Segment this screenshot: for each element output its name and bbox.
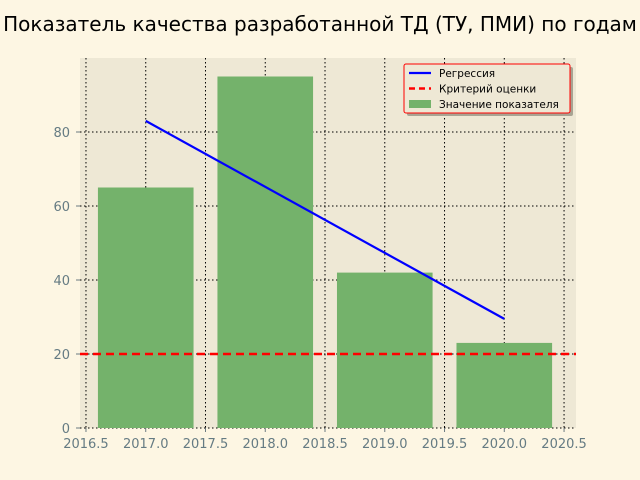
- y-tick-label: 60: [53, 200, 70, 215]
- y-tick-label: 20: [53, 348, 70, 363]
- chart-title: Показатель качества разработанной ТД (ТУ…: [3, 12, 637, 36]
- y-tick-label: 80: [53, 126, 70, 141]
- x-tick-label: 2017.5: [183, 437, 229, 452]
- x-tick-label: 2018.5: [302, 437, 348, 452]
- x-tick-label: 2019.0: [362, 437, 408, 452]
- x-tick-label: 2016.5: [63, 437, 109, 452]
- x-tick-label: 2018.0: [243, 437, 289, 452]
- x-tick-label: 2017.0: [123, 437, 169, 452]
- x-tick-label: 2020.0: [482, 437, 528, 452]
- bar: [98, 188, 194, 429]
- legend-label: Критерий оценки: [439, 84, 536, 96]
- x-tick-label: 2020.5: [541, 437, 587, 452]
- legend-label: Регрессия: [439, 68, 495, 80]
- bar: [337, 273, 433, 428]
- legend-swatch-bars: [409, 100, 431, 108]
- x-tick-label: 2019.5: [422, 437, 468, 452]
- y-tick-label: 40: [53, 274, 70, 289]
- legend-label: Значение показателя: [439, 99, 559, 111]
- y-tick-label: 0: [62, 422, 70, 437]
- bar: [217, 77, 313, 429]
- legend: Регрессия Критерий оценки Значение показат…: [404, 64, 573, 116]
- bar: [456, 343, 552, 428]
